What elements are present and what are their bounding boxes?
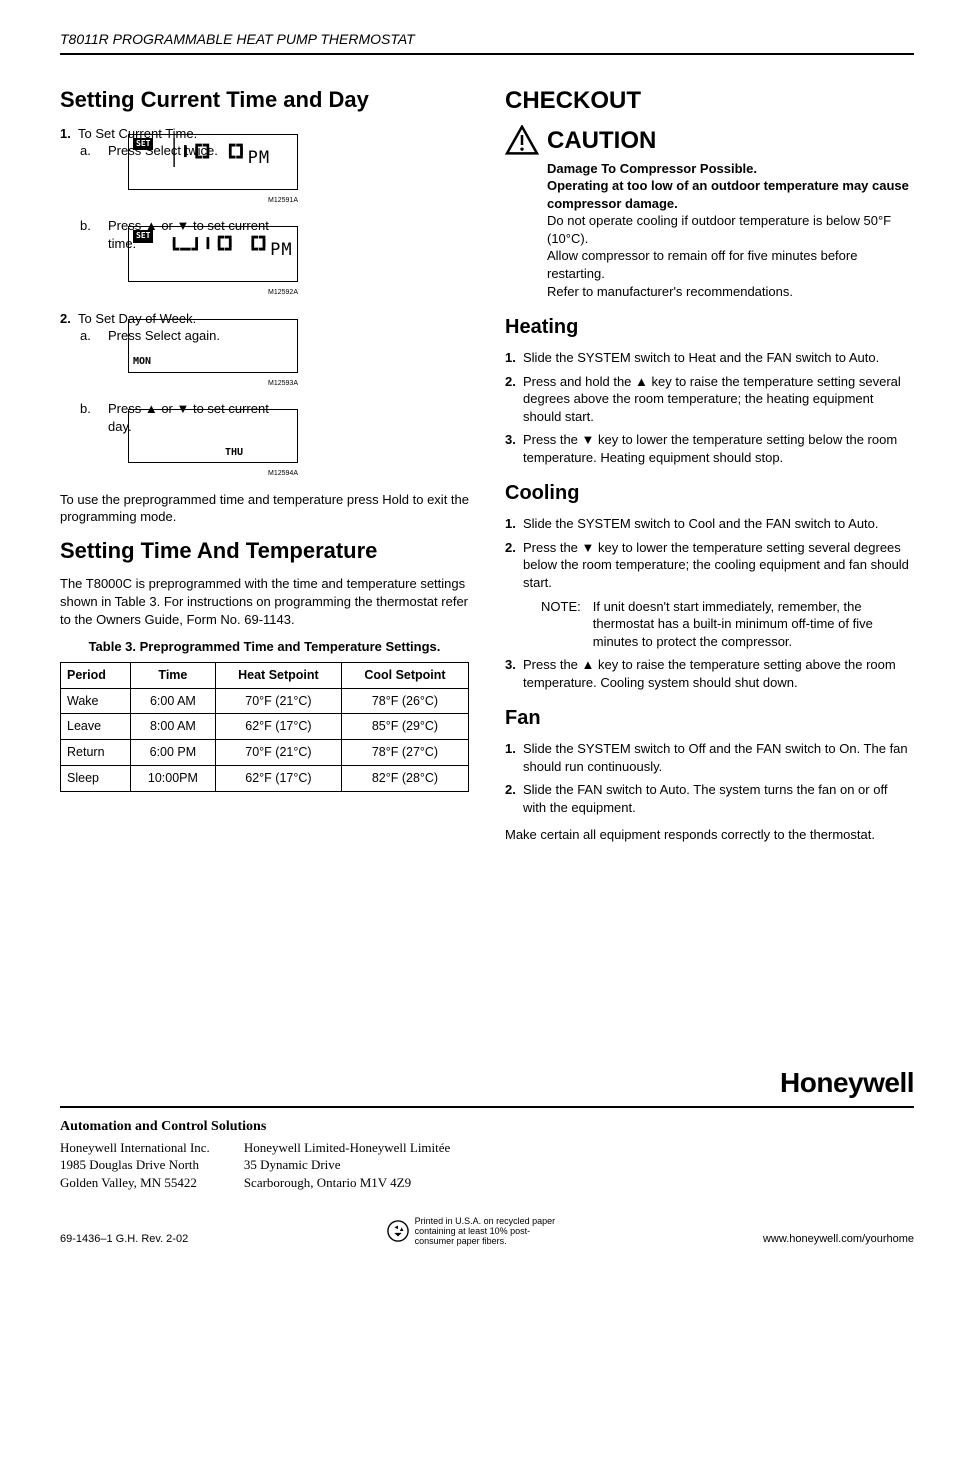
recycle-icon <box>387 1220 409 1245</box>
caution-title: CAUTION <box>547 125 914 157</box>
lcd-display-1: SET |╻┏┓ ┏┓ |╹┗┛ ┗┛PM <box>128 134 298 190</box>
img-code-4: M12594A <box>128 469 298 478</box>
caution-bold-1: Damage To Compressor Possible. <box>547 160 914 178</box>
cell-time: 6:00 PM <box>130 740 215 766</box>
cell-time: 6:00 AM <box>130 688 215 714</box>
cell-cool: 82°F (28°C) <box>341 766 468 792</box>
lcd-display-4: THU <box>128 409 298 463</box>
cooling-step-3: Press the ▲ key to raise the temperature… <box>523 656 914 691</box>
footer-addr-1c: Golden Valley, MN 55422 <box>60 1174 210 1192</box>
footer-addr-2c: Scarborough, Ontario M1V 4Z9 <box>244 1174 451 1192</box>
img-code-3: M12593A <box>128 379 298 388</box>
cell-period: Return <box>61 740 131 766</box>
cell-heat: 70°F (21°C) <box>215 688 341 714</box>
caution-line-2: Allow compressor to remain off for five … <box>547 247 914 282</box>
cell-heat: 62°F (17°C) <box>215 714 341 740</box>
note-text: If unit doesn't start immediately, remem… <box>593 598 914 651</box>
caution-bold-2: Operating at too low of an outdoor tempe… <box>547 177 914 212</box>
checkout-heading: CHECKOUT <box>505 85 914 117</box>
set-tag: SET <box>133 138 153 151</box>
setting-time-temp-heading: Setting Time And Temperature <box>60 536 469 566</box>
day-thu: THU <box>225 446 243 460</box>
img-code-1: M12591A <box>128 196 298 205</box>
heating-step-2: Press and hold the ▲ key to raise the te… <box>523 373 914 426</box>
section2-paragraph: The T8000C is preprogrammed with the tim… <box>60 575 469 628</box>
cell-cool: 78°F (27°C) <box>341 740 468 766</box>
closing-paragraph: Make certain all equipment responds corr… <box>505 826 914 844</box>
cell-cool: 85°F (29°C) <box>341 714 468 740</box>
recycle-text: Printed in U.S.A. on recycled paper cont… <box>415 1217 565 1247</box>
seven-seg-2: ╻ ╻╻┏┓ ┏┓ ┗━┛╹┗┛ ┗┛PM <box>169 233 293 257</box>
doc-number: 69-1436–1 G.H. Rev. 2-02 <box>60 1232 188 1247</box>
heating-heading: Heating <box>505 314 914 341</box>
note-label: NOTE: <box>541 598 581 651</box>
set-tag-2: SET <box>133 230 153 243</box>
cell-period: Leave <box>61 714 131 740</box>
table-row: Wake 6:00 AM 70°F (21°C) 78°F (26°C) <box>61 688 469 714</box>
cooling-step-1: Slide the SYSTEM switch to Cool and the … <box>523 515 914 533</box>
th-period: Period <box>61 662 131 688</box>
page-header: T8011R PROGRAMMABLE HEAT PUMP THERMOSTAT <box>60 30 914 55</box>
caution-line-1: Do not operate cooling if outdoor temper… <box>547 212 914 247</box>
set-time-step: To Set Current Time. Press Select twice.… <box>78 125 469 298</box>
table-caption: Table 3. Preprogrammed Time and Temperat… <box>60 638 469 656</box>
cell-cool: 78°F (26°C) <box>341 688 468 714</box>
cell-time: 8:00 AM <box>130 714 215 740</box>
set-day-step: To Set Day of Week. Press Select again. … <box>78 310 469 479</box>
table-header-row: Period Time Heat Setpoint Cool Setpoint <box>61 662 469 688</box>
cell-period: Sleep <box>61 766 131 792</box>
footer-addr-2b: 35 Dynamic Drive <box>244 1156 451 1174</box>
cooling-step-2-text: Press the ▼ key to lower the temperature… <box>523 540 909 590</box>
footer-addr-1a: Honeywell International Inc. <box>60 1139 210 1157</box>
footer-acs: Automation and Control Solutions <box>60 1118 914 1137</box>
img-code-2: M12592A <box>128 288 298 297</box>
table-row: Return 6:00 PM 70°F (21°C) 78°F (27°C) <box>61 740 469 766</box>
footer-url: www.honeywell.com/yourhome <box>763 1232 914 1247</box>
honeywell-logo: Honeywell <box>60 1064 914 1108</box>
lcd-display-3: MON <box>128 319 298 373</box>
seven-seg-1: |╻┏┓ ┏┓ |╹┗┛ ┗┛PM <box>169 141 270 165</box>
settings-table: Period Time Heat Setpoint Cool Setpoint … <box>60 662 469 792</box>
heating-step-1: Slide the SYSTEM switch to Heat and the … <box>523 349 914 367</box>
cell-time: 10:00PM <box>130 766 215 792</box>
table-row: Sleep 10:00PM 62°F (17°C) 82°F (28°C) <box>61 766 469 792</box>
cell-period: Wake <box>61 688 131 714</box>
setting-time-day-heading: Setting Current Time and Day <box>60 85 469 115</box>
cooling-step-2: Press the ▼ key to lower the temperature… <box>523 539 914 650</box>
th-cool: Cool Setpoint <box>341 662 468 688</box>
footer-addr-2a: Honeywell Limited-Honeywell Limitée <box>244 1139 451 1157</box>
day-mon: MON <box>133 355 151 369</box>
th-heat: Heat Setpoint <box>215 662 341 688</box>
exit-paragraph: To use the preprogrammed time and temper… <box>60 491 469 526</box>
cooling-heading: Cooling <box>505 480 914 507</box>
footer-addr-1b: 1985 Douglas Drive North <box>60 1156 210 1174</box>
caution-icon <box>505 125 539 300</box>
fan-step-1: Slide the SYSTEM switch to Off and the F… <box>523 740 914 775</box>
caution-line-3: Refer to manufacturer's recommendations. <box>547 283 914 301</box>
heating-step-3: Press the ▼ key to lower the temperature… <box>523 431 914 466</box>
cell-heat: 62°F (17°C) <box>215 766 341 792</box>
fan-heading: Fan <box>505 705 914 732</box>
fan-step-2: Slide the FAN switch to Auto. The system… <box>523 781 914 816</box>
cell-heat: 70°F (21°C) <box>215 740 341 766</box>
table-row: Leave 8:00 AM 62°F (17°C) 85°F (29°C) <box>61 714 469 740</box>
th-time: Time <box>130 662 215 688</box>
lcd-display-2: SET ╻ ╻╻┏┓ ┏┓ ┗━┛╹┗┛ ┗┛PM <box>128 226 298 282</box>
